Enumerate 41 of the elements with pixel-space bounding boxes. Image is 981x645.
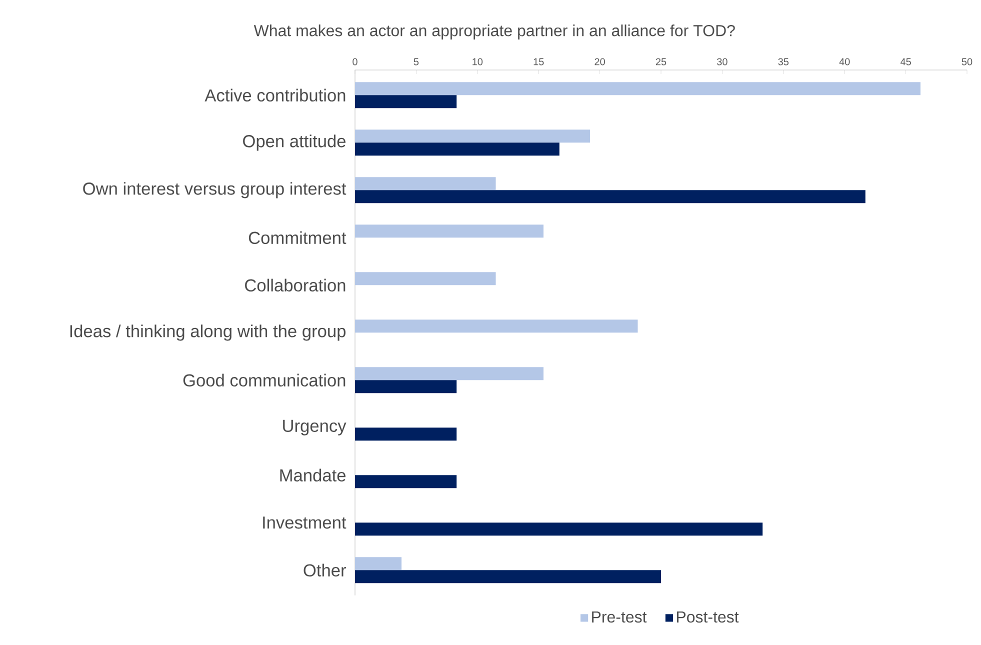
y-tick-label: Mandate: [280, 468, 346, 482]
x-tick-label: 15: [534, 58, 544, 66]
bar: [355, 367, 544, 380]
bar: [355, 272, 496, 286]
x-tick-label: 25: [656, 58, 666, 66]
x-tick-label: 5: [414, 58, 419, 66]
bar: [355, 142, 560, 156]
bar: [355, 428, 457, 441]
y-tick-label: Good communication: [183, 374, 346, 387]
chart-title: What makes an actor an appropriate partner in an alliance for TOD?: [254, 24, 735, 40]
bar: [355, 82, 920, 96]
bar: [355, 177, 496, 190]
y-tick-label: Other: [304, 564, 346, 577]
x-tick-label: 30: [717, 58, 728, 66]
x-tick-label: 10: [472, 58, 483, 66]
x-tick-label: 0: [352, 58, 358, 66]
x-tick-label: 50: [962, 58, 972, 66]
y-tick-label: Active contribution: [204, 88, 346, 102]
bar: [355, 380, 457, 394]
y-tick-label: Ideas / thinking along with the group: [70, 324, 346, 341]
x-tick-label: 40: [839, 58, 850, 66]
bar: [355, 95, 457, 108]
x-tick-label: 35: [778, 58, 789, 66]
y-tick-label: Commitment: [248, 231, 346, 244]
legend-label: Post-test: [677, 611, 739, 623]
y-tick-label: Investment: [263, 516, 346, 529]
bar: [355, 522, 763, 536]
legend-label: Pre-test: [592, 611, 647, 623]
y-tick-label: Urgency: [283, 420, 346, 436]
bar: [355, 557, 402, 570]
x-tick-label: 20: [594, 58, 605, 66]
bar: [355, 224, 544, 238]
bar: [355, 130, 590, 143]
bar: [355, 190, 866, 204]
bar: [355, 475, 457, 488]
bar: [355, 320, 638, 333]
y-tick-label: Collaboration: [245, 278, 346, 292]
bar: [355, 570, 662, 584]
y-tick-label: Open attitude: [243, 134, 346, 151]
x-tick-label: 45: [900, 58, 911, 66]
y-tick-label: Own interest versus group interest: [83, 182, 346, 198]
